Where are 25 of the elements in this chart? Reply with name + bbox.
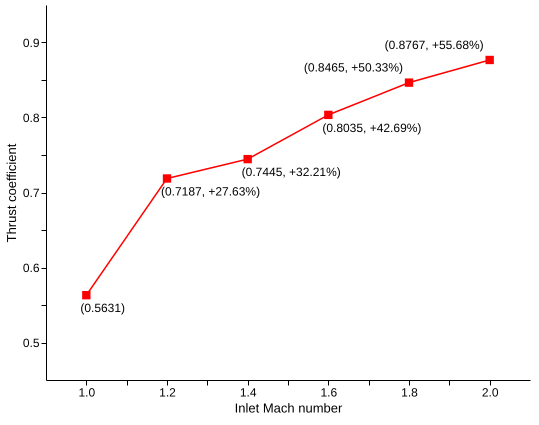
x-tick-label: 1.8 — [401, 386, 418, 400]
point — [404, 78, 414, 87]
x-tick-label: 2.0 — [482, 386, 499, 400]
point — [82, 290, 91, 300]
point — [243, 154, 252, 164]
x-axis-title: Inlet Mach number — [234, 400, 343, 416]
x-tick-label: 1.6 — [320, 386, 338, 400]
data-label: (0.8465, +50.33%) — [304, 60, 403, 75]
x-tick-label: 1.2 — [159, 386, 176, 400]
y-tick-label: 0.9 — [22, 36, 40, 50]
y-tick-label: 0.8 — [22, 111, 40, 125]
data-label: (0.5631) — [80, 301, 126, 316]
data-label: (0.7187, +27.63%) — [161, 184, 260, 198]
y-tick-label: 0.6 — [22, 261, 40, 275]
data-label: (0.8035, +42.69%) — [322, 120, 422, 135]
data-label: (0.7445, +32.21%) — [242, 165, 341, 180]
y-tick-label: 0.5 — [22, 336, 40, 350]
point — [162, 174, 172, 183]
y-tick-label: 0.7 — [22, 186, 40, 200]
point — [485, 56, 494, 64]
x-tick-label: 1.4 — [240, 386, 257, 400]
x-tick-label: 1.0 — [78, 386, 96, 400]
data-label: (0.8767, +55.68%) — [384, 38, 484, 52]
y-axis-title: Thrust coefficient — [4, 143, 19, 242]
point — [324, 110, 333, 120]
